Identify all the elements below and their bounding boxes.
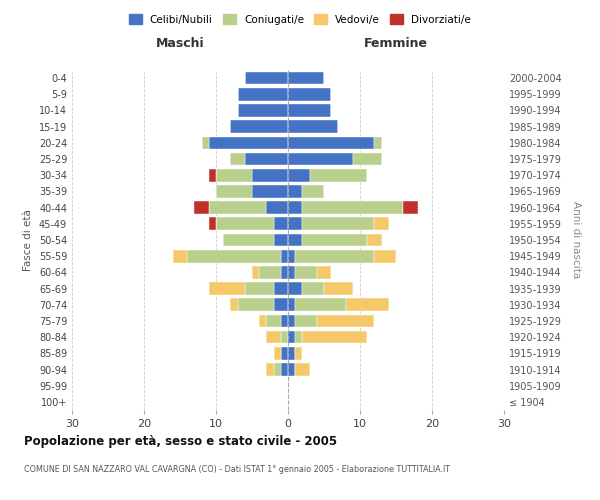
Bar bbox=[288, 88, 331, 101]
Bar bbox=[324, 282, 353, 295]
Text: Femmine: Femmine bbox=[364, 37, 428, 50]
Bar bbox=[288, 363, 295, 376]
Bar bbox=[266, 331, 281, 344]
Bar bbox=[259, 314, 266, 328]
Bar bbox=[288, 266, 295, 278]
Bar bbox=[216, 218, 274, 230]
Bar bbox=[238, 88, 288, 101]
Bar bbox=[295, 298, 346, 311]
Bar bbox=[310, 169, 367, 181]
Bar bbox=[353, 152, 382, 166]
Bar bbox=[374, 250, 396, 262]
Bar bbox=[288, 104, 331, 117]
Bar bbox=[295, 266, 317, 278]
Bar bbox=[288, 152, 353, 166]
Bar bbox=[302, 234, 367, 246]
Text: Maschi: Maschi bbox=[155, 37, 205, 50]
Bar bbox=[274, 234, 288, 246]
Bar bbox=[209, 282, 245, 295]
Bar bbox=[252, 169, 288, 181]
Bar bbox=[374, 136, 382, 149]
Y-axis label: Anni di nascita: Anni di nascita bbox=[571, 202, 581, 278]
Bar bbox=[252, 185, 288, 198]
Bar bbox=[245, 72, 288, 85]
Bar bbox=[288, 347, 295, 360]
Bar bbox=[295, 347, 302, 360]
Bar bbox=[288, 234, 302, 246]
Bar bbox=[194, 202, 209, 214]
Bar bbox=[302, 218, 374, 230]
Bar bbox=[274, 363, 281, 376]
Bar bbox=[173, 250, 187, 262]
Bar bbox=[230, 298, 238, 311]
Bar bbox=[274, 218, 288, 230]
Bar bbox=[274, 347, 281, 360]
Bar bbox=[216, 169, 252, 181]
Bar bbox=[288, 169, 310, 181]
Bar bbox=[281, 347, 288, 360]
Bar bbox=[259, 266, 281, 278]
Bar bbox=[302, 185, 324, 198]
Bar bbox=[281, 266, 288, 278]
Bar bbox=[209, 218, 216, 230]
Bar bbox=[209, 136, 288, 149]
Bar bbox=[288, 314, 295, 328]
Bar bbox=[288, 282, 302, 295]
Bar bbox=[281, 250, 288, 262]
Bar bbox=[266, 202, 288, 214]
Bar bbox=[274, 282, 288, 295]
Bar bbox=[288, 120, 338, 133]
Bar bbox=[223, 234, 274, 246]
Bar bbox=[288, 185, 302, 198]
Bar bbox=[230, 152, 245, 166]
Bar bbox=[295, 250, 374, 262]
Bar bbox=[266, 314, 281, 328]
Bar bbox=[302, 202, 403, 214]
Bar bbox=[281, 314, 288, 328]
Bar bbox=[216, 185, 252, 198]
Text: COMUNE DI SAN NAZZARO VAL CAVARGNA (CO) - Dati ISTAT 1° gennaio 2005 - Elaborazi: COMUNE DI SAN NAZZARO VAL CAVARGNA (CO) … bbox=[24, 465, 450, 474]
Bar bbox=[288, 298, 295, 311]
Bar bbox=[238, 298, 274, 311]
Bar bbox=[288, 331, 295, 344]
Bar bbox=[187, 250, 281, 262]
Bar bbox=[238, 104, 288, 117]
Bar bbox=[252, 266, 259, 278]
Bar bbox=[346, 298, 389, 311]
Bar bbox=[202, 136, 209, 149]
Legend: Celibi/Nubili, Coniugati/e, Vedovi/e, Divorziati/e: Celibi/Nubili, Coniugati/e, Vedovi/e, Di… bbox=[125, 10, 475, 29]
Bar bbox=[295, 363, 310, 376]
Bar bbox=[245, 152, 288, 166]
Text: Popolazione per età, sesso e stato civile - 2005: Popolazione per età, sesso e stato civil… bbox=[24, 435, 337, 448]
Y-axis label: Fasce di età: Fasce di età bbox=[23, 209, 33, 271]
Bar bbox=[374, 218, 389, 230]
Bar bbox=[245, 282, 274, 295]
Bar bbox=[367, 234, 382, 246]
Bar bbox=[288, 136, 374, 149]
Bar bbox=[302, 282, 324, 295]
Bar bbox=[317, 314, 374, 328]
Bar bbox=[302, 331, 367, 344]
Bar bbox=[288, 250, 295, 262]
Bar bbox=[281, 331, 288, 344]
Bar bbox=[288, 72, 324, 85]
Bar bbox=[281, 363, 288, 376]
Bar bbox=[266, 363, 274, 376]
Bar bbox=[288, 218, 302, 230]
Bar bbox=[295, 314, 317, 328]
Bar bbox=[230, 120, 288, 133]
Bar bbox=[209, 169, 216, 181]
Bar bbox=[209, 202, 266, 214]
Bar bbox=[288, 202, 302, 214]
Bar bbox=[403, 202, 418, 214]
Bar bbox=[295, 331, 302, 344]
Bar bbox=[274, 298, 288, 311]
Bar bbox=[317, 266, 331, 278]
